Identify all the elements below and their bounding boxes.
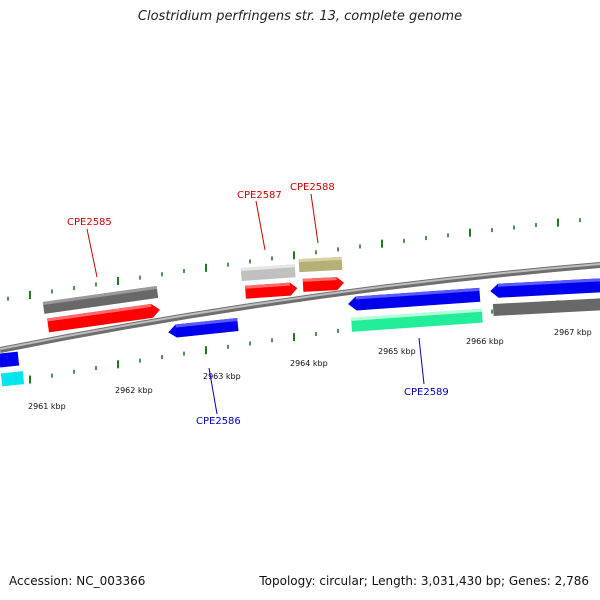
position-label-2964: 2964 kbp [290,359,328,368]
feature-fwd-a[interactable] [47,303,161,333]
callout-line-cpe2588 [310,193,319,244]
feature-rev-a[interactable] [0,351,20,368]
position-label-2965: 2965 kbp [378,347,416,356]
feature-rev-c-low[interactable] [351,308,483,332]
map-title: Clostridium perfringens str. 13, complet… [137,9,463,24]
gene-label-cpe2588[interactable]: CPE2588 [290,182,335,193]
feature-rev-a-low[interactable] [0,371,25,387]
position-label-2966: 2966 kbp [466,337,504,346]
callout-line-cpe2585 [86,228,98,278]
forward-features [42,285,161,333]
genome-stats-text: Topology: circular; Length: 3,031,430 bp… [259,574,589,588]
position-label-2962: 2962 kbp [115,386,153,395]
feature-rev-c[interactable] [348,287,481,311]
gene-label-cpe2587[interactable]: CPE2587 [237,190,282,201]
position-label-2963: 2963 kbp [203,372,241,381]
feature-rev-d-low[interactable] [492,298,600,316]
accession-text: Accession: NC_003366 [9,574,146,588]
callout-line-cpe2589 [418,337,425,385]
gene-label-cpe2585[interactable]: CPE2585 [67,217,112,228]
tick-row-outer [7,218,581,301]
callout-line-cpe2587 [255,200,266,251]
feature-rev-b[interactable] [168,318,239,338]
gene-label-cpe2589[interactable]: CPE2589 [404,387,449,398]
position-label-2967: 2967 kbp [554,328,592,337]
feature-fwd-a-top[interactable] [42,285,159,314]
callout-line-cpe2586 [208,367,218,415]
gene-label-cpe2586[interactable]: CPE2586 [196,416,241,427]
position-label-2961: 2961 kbp [28,402,66,411]
genome-backbone-highlight [0,263,600,350]
